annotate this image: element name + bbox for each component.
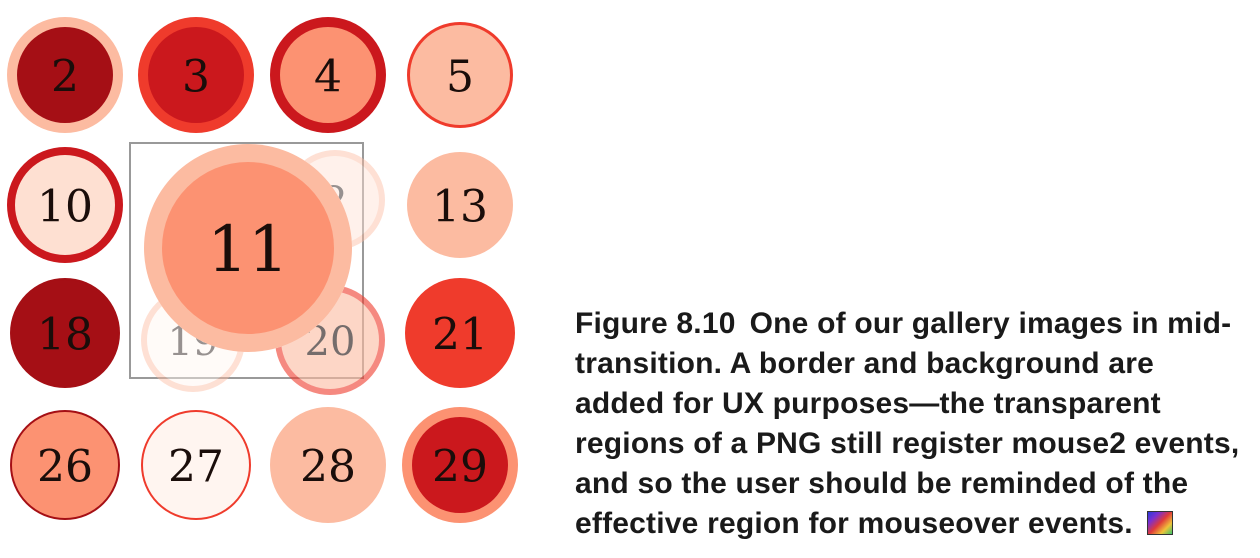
circle-fill [12,280,118,386]
circle-label: 10 [37,182,93,233]
figure-caption: Figure 8.10 One of our gallery images in … [575,304,1245,544]
circle-label: 29 [432,442,488,493]
circle-fill [162,162,334,334]
circle-label: 5 [446,52,474,103]
caption-text: One of our gallery images in mid-transit… [575,307,1240,540]
gallery-circle-29[interactable]: 29 [402,407,518,523]
circle-label: 3 [182,52,210,103]
highlighted-gallery-item[interactable]: 11 [144,144,352,352]
circle-fill [148,27,244,123]
gallery-circle-2[interactable]: 2 [7,17,123,133]
circle-ring [407,152,513,258]
circle-label: 4 [314,52,342,103]
gallery-circle-10[interactable]: 10 [7,147,123,263]
circle-fill [12,412,118,518]
gallery-circle-18[interactable]: 18 [10,278,120,388]
circle-label: 13 [432,182,488,233]
gallery-circle-28[interactable]: 28 [270,407,386,523]
gallery-circle-4[interactable]: 4 [270,17,386,133]
gallery-circle-5[interactable]: 5 [407,22,513,128]
circle-fill [280,27,376,123]
gallery-circle-3[interactable]: 3 [138,17,254,133]
circle-label: 27 [168,442,224,493]
gallery-circles: 2 3 4 5 10 13 18 21 26 27 28 29 [7,17,518,523]
gallery-circle-27[interactable]: 27 [141,410,251,520]
circle-ring [270,407,386,523]
circle-ring [405,278,515,388]
circle-fill [17,27,113,123]
figure-number: Figure 8.10 [575,307,736,340]
circle-label: 2 [51,52,79,103]
rgb-color-icon [1146,511,1173,535]
circle-label: 21 [432,310,488,361]
circle-label: 28 [300,442,356,493]
circle-label: 26 [37,442,93,493]
circle-fill [15,155,115,255]
gallery-circle-11[interactable]: 11 [144,144,352,352]
circle-fill [410,25,510,125]
circle-fill [143,412,249,518]
gallery-circle-26[interactable]: 26 [10,410,120,520]
circle-label: 18 [37,310,93,361]
gallery-circle-13[interactable]: 13 [407,152,513,258]
circle-label: 11 [207,213,288,287]
gallery-circle-21[interactable]: 21 [405,278,515,388]
circle-fill [412,417,508,513]
